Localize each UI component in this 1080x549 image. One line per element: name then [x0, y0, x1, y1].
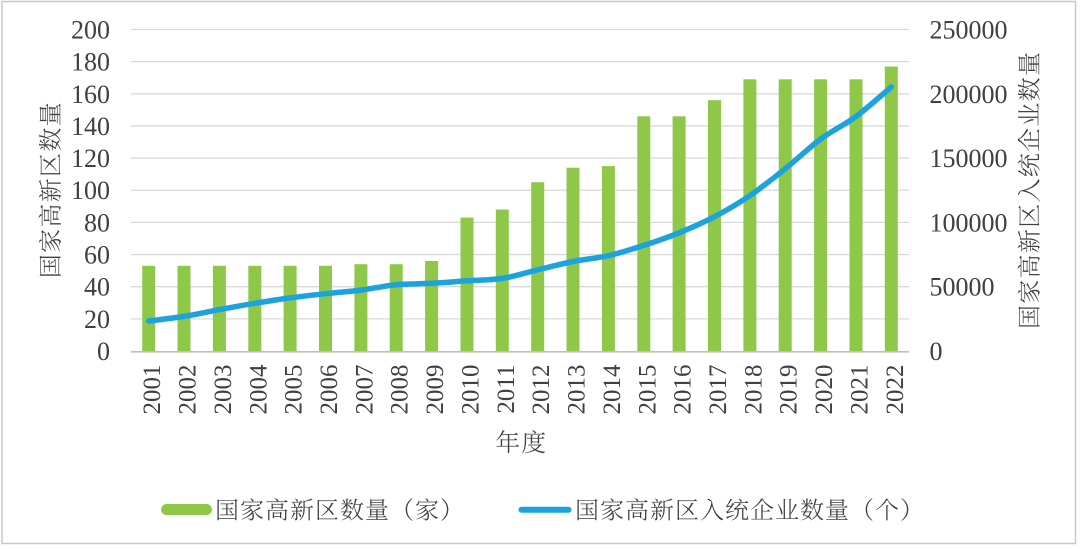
svg-text:2006: 2006 [316, 365, 343, 415]
svg-text:2020: 2020 [811, 365, 838, 415]
svg-text:0: 0 [97, 337, 110, 366]
svg-text:100: 100 [71, 176, 110, 205]
svg-text:200000: 200000 [930, 80, 1008, 109]
svg-text:2008: 2008 [387, 365, 414, 415]
svg-text:2022: 2022 [882, 365, 909, 415]
svg-text:120: 120 [71, 144, 110, 173]
svg-text:80: 80 [84, 208, 110, 237]
svg-text:2018: 2018 [740, 365, 767, 415]
svg-text:2015: 2015 [634, 365, 661, 415]
svg-text:2014: 2014 [599, 364, 626, 415]
svg-text:50000: 50000 [930, 273, 995, 302]
svg-text:2012: 2012 [528, 365, 555, 415]
svg-text:160: 160 [71, 80, 110, 109]
svg-text:2007: 2007 [351, 365, 378, 415]
svg-text:2002: 2002 [175, 365, 202, 415]
svg-text:2013: 2013 [564, 365, 591, 415]
svg-text:150000: 150000 [930, 144, 1008, 173]
svg-text:60: 60 [84, 241, 110, 270]
svg-text:2011: 2011 [493, 365, 520, 414]
svg-text:180: 180 [71, 48, 110, 77]
svg-text:2004: 2004 [245, 364, 272, 415]
svg-text:2010: 2010 [458, 365, 485, 415]
svg-text:2003: 2003 [210, 365, 237, 415]
svg-text:2017: 2017 [705, 365, 732, 415]
svg-text:40: 40 [84, 273, 110, 302]
svg-text:250000: 250000 [930, 16, 1008, 45]
svg-text:0: 0 [930, 337, 943, 366]
svg-text:140: 140 [71, 112, 110, 141]
svg-text:2016: 2016 [670, 365, 697, 415]
svg-text:2021: 2021 [847, 365, 874, 415]
svg-text:2001: 2001 [139, 365, 166, 415]
svg-text:2019: 2019 [776, 365, 803, 415]
svg-text:2009: 2009 [422, 365, 449, 415]
svg-text:20: 20 [84, 305, 110, 334]
svg-text:200: 200 [71, 16, 110, 45]
svg-text:2005: 2005 [281, 365, 308, 415]
svg-text:100000: 100000 [930, 208, 1008, 237]
